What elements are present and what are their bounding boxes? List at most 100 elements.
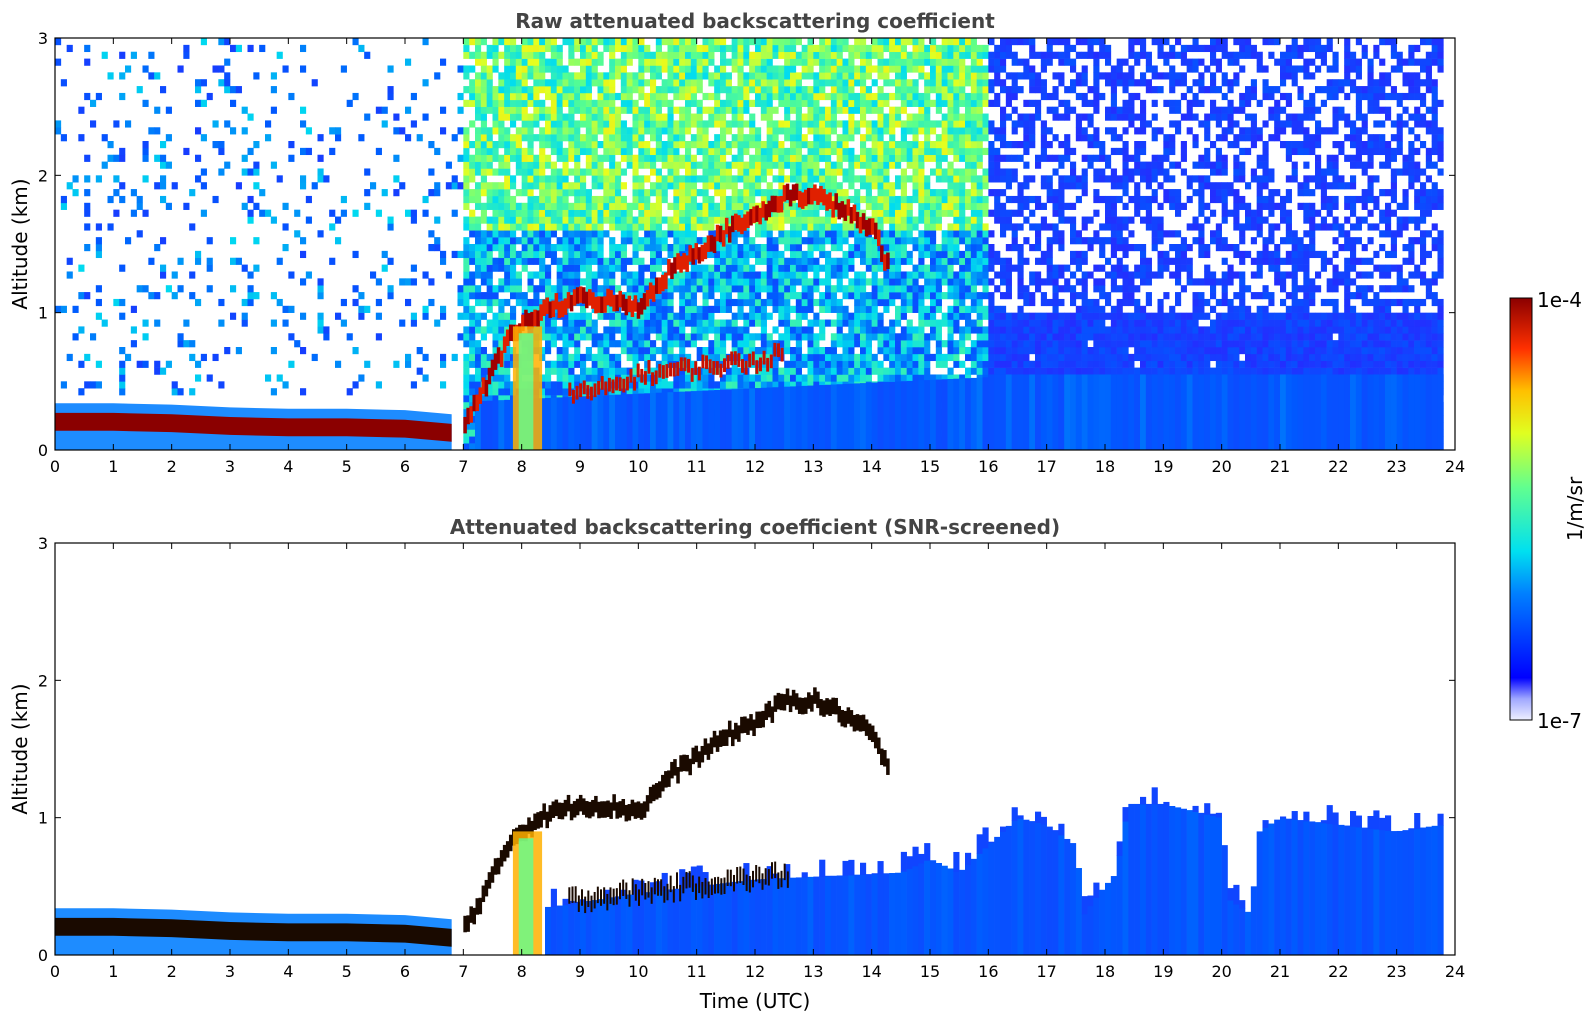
heat-cell: [813, 161, 820, 169]
heat-cell: [690, 360, 697, 368]
heat-cell: [842, 141, 849, 149]
heat-cell: [772, 72, 779, 80]
heat-cell: [848, 168, 855, 176]
heat-cell: [90, 99, 97, 107]
heat-cell: [626, 333, 633, 341]
heat-cell: [504, 298, 511, 307]
heat-cell: [714, 347, 721, 355]
heat-cell: [504, 312, 511, 320]
heat-cell: [597, 154, 604, 162]
heat-cell: [755, 44, 762, 53]
heat-cell: [842, 65, 849, 73]
heat-cell: [206, 92, 213, 101]
heat-cell: [585, 202, 592, 210]
heat-cell: [294, 340, 301, 348]
heat-cell: [364, 360, 371, 368]
heat-cell: [550, 99, 557, 107]
heat-cell: [480, 237, 487, 245]
heat-cell: [270, 106, 277, 114]
heat-cell: [801, 92, 808, 101]
heat-cell: [498, 388, 505, 396]
heat-cell: [580, 367, 587, 375]
heat-cell: [690, 79, 697, 87]
heat-cell: [504, 230, 511, 238]
heat-cell: [591, 250, 598, 259]
heat-cell: [737, 305, 744, 313]
heat-cell: [475, 106, 482, 114]
heat-cell: [836, 58, 843, 66]
heat-cell: [854, 285, 861, 293]
heat-cell: [620, 312, 627, 320]
heat-cell: [766, 99, 773, 107]
heat-cell: [556, 182, 563, 190]
heat-cell: [568, 257, 575, 265]
heat-cell: [959, 360, 966, 368]
heat-cell: [480, 147, 487, 156]
heat-cell: [580, 237, 587, 245]
heat-cell: [772, 250, 779, 259]
heat-cell: [475, 182, 482, 190]
heat-cell: [574, 326, 581, 334]
heat-cell: [720, 271, 727, 279]
heat-cell: [562, 147, 569, 156]
heat-cell: [667, 223, 674, 231]
heat-cell: [673, 189, 680, 197]
heat-cell: [743, 326, 750, 334]
heat-cell: [947, 257, 954, 265]
heat-cell: [807, 120, 814, 128]
heat-cell: [142, 360, 149, 368]
heat-cell: [685, 99, 692, 107]
heat-cell: [335, 360, 342, 368]
heat-cell: [585, 374, 592, 382]
heat-cell: [469, 230, 476, 238]
heat-cell: [912, 147, 919, 156]
heat-cell: [661, 257, 668, 265]
heat-cell: [795, 374, 802, 382]
heat-cell: [959, 147, 966, 156]
heat-cell: [603, 189, 610, 197]
heat-cell: [527, 120, 534, 128]
heat-cell: [766, 347, 773, 355]
heat-cell: [527, 285, 534, 293]
heat-cell: [690, 65, 697, 73]
heat-cell: [241, 319, 248, 327]
heat-cell: [603, 312, 610, 320]
heat-cell: [930, 38, 937, 46]
heat-cell: [177, 257, 184, 265]
heat-cell: [650, 347, 657, 355]
heat-cell: [177, 333, 184, 341]
heat-cell: [615, 58, 622, 66]
heat-cell: [428, 278, 435, 286]
heat-cell: [457, 333, 464, 341]
heat-cell: [860, 113, 867, 121]
heat-cell: [451, 250, 458, 259]
heat-cell: [521, 189, 528, 197]
heat-cell: [959, 120, 966, 128]
heat-cell: [830, 319, 837, 327]
heat-cell: [679, 44, 686, 53]
heat-cell: [883, 333, 890, 341]
heat-cell: [510, 79, 517, 87]
heat-cell: [562, 223, 569, 231]
heat-cell: [708, 161, 715, 169]
heat-cell: [545, 271, 552, 279]
heat-cell: [673, 195, 680, 204]
heat-cell: [644, 141, 651, 149]
heat-cell: [597, 209, 604, 217]
heat-cell: [708, 230, 715, 238]
heat-cell: [795, 216, 802, 224]
heat-cell: [737, 168, 744, 176]
heat-cell: [959, 285, 966, 293]
heat-cell: [463, 86, 470, 94]
heat-cell: [953, 127, 960, 135]
heat-cell: [416, 347, 423, 355]
heat-cell: [440, 257, 447, 265]
heat-cell: [504, 72, 511, 80]
heat-cell: [498, 237, 505, 245]
heat-cell: [469, 38, 476, 46]
heat-cell: [644, 367, 651, 375]
heat-cell: [679, 58, 686, 66]
heat-cell: [953, 51, 960, 59]
heat-cell: [766, 312, 773, 320]
heat-cell: [562, 381, 569, 389]
